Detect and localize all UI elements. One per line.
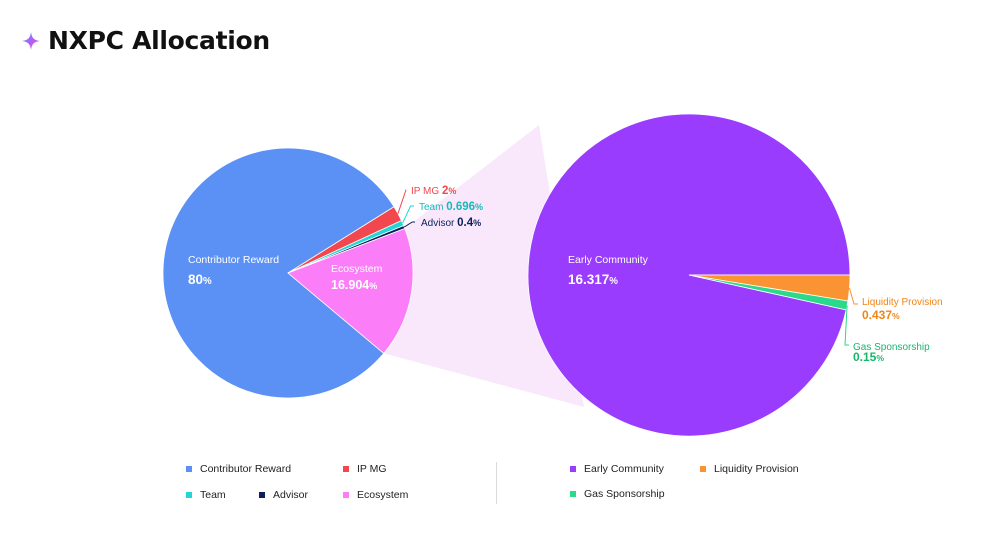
leader-liquidity-provision (848, 287, 858, 305)
title-row: NXPC Allocation (22, 26, 270, 55)
legend-swatch (700, 466, 706, 472)
legend-swatch (570, 466, 576, 472)
label-ecosystem: Ecosystem (331, 263, 383, 275)
callout-team: Team 0.696% (419, 201, 483, 213)
legend-item-liquidity-provision: Liquidity Provision (700, 463, 799, 475)
callout-liquidity-provision: Liquidity Provision (862, 297, 943, 308)
leader-advisor (403, 221, 415, 228)
callout-value-gas-sponsorship: 0.15% (853, 350, 884, 364)
callout-ip-mg: IP MG 2% (411, 185, 456, 197)
label-contributor-reward: Contributor Reward (188, 254, 279, 266)
legend-label: Team (200, 489, 226, 501)
sparkle-icon (22, 31, 40, 50)
leader-ip-mg (397, 189, 407, 214)
legend-item-gas-sponsorship: Gas Sponsorship (570, 488, 665, 500)
legend-item-ip-mg: IP MG (343, 463, 387, 475)
callout-gas-sponsorship: Gas Sponsorship (853, 342, 930, 353)
legend-item-contributor-reward: Contributor Reward (186, 463, 291, 475)
legend-swatch (570, 491, 576, 497)
legend-swatch (343, 492, 349, 498)
legend-label: Early Community (584, 463, 664, 475)
legend-divider (496, 462, 497, 504)
slice-contributor-reward (162, 147, 395, 399)
value-contributor-reward: 80% (188, 272, 212, 287)
leader-gas-sponsorship (844, 305, 849, 346)
legend-item-advisor: Advisor (259, 489, 308, 501)
legend-swatch (259, 492, 265, 498)
leader-team (402, 205, 414, 224)
page-title: NXPC Allocation (48, 26, 270, 55)
legend-item-team: Team (186, 489, 226, 501)
legend-label: Contributor Reward (200, 463, 292, 475)
legend-label: IP MG (357, 463, 387, 475)
legend-swatch (186, 466, 192, 472)
legend-label: Gas Sponsorship (584, 488, 665, 500)
callout-advisor: Advisor 0.4% (421, 217, 481, 229)
legend-item-ecosystem: Ecosystem (343, 489, 408, 501)
legend-swatch (343, 466, 349, 472)
legend-label: Ecosystem (357, 489, 409, 501)
value-early-community: 16.317% (568, 272, 618, 287)
callout-value-liquidity-provision: 0.437% (862, 308, 900, 322)
slice-ecosystem (287, 227, 414, 354)
legend-swatch (186, 492, 192, 498)
label-early-community: Early Community (568, 254, 649, 266)
legend-item-early-community: Early Community (570, 463, 664, 475)
value-ecosystem: 16.904% (331, 278, 377, 292)
legend-label: Liquidity Provision (714, 463, 799, 475)
legend-label: Advisor (273, 489, 309, 501)
zoom-connector (383, 125, 584, 407)
